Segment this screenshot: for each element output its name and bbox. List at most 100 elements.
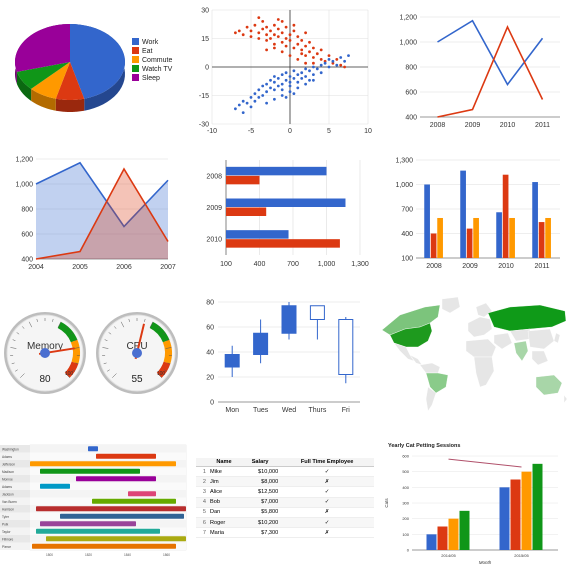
table-header-name[interactable]: Name xyxy=(208,458,240,467)
table-row[interactable]: 1 Mike $10,000 ✓ xyxy=(196,466,374,478)
table-header-row: Name Salary Full Time Employee xyxy=(196,458,374,467)
table-cell: 1 xyxy=(196,466,208,478)
hbar-xtick: 700 xyxy=(287,261,299,268)
gauge-tick xyxy=(12,339,16,341)
vbar-ytick: 400 xyxy=(401,231,413,238)
scatter-point-series-0 xyxy=(327,54,331,57)
gauge-chart: Memory 100 80 CPU 100 55 xyxy=(4,312,178,394)
pie-slice-side-commute xyxy=(31,88,56,111)
scatter-point-series-1 xyxy=(284,78,288,82)
scatter-point-series-0 xyxy=(284,44,288,48)
gauge-tick xyxy=(149,321,154,328)
scatter-point-series-0 xyxy=(245,25,249,29)
scatter-point-series-1 xyxy=(288,80,292,84)
scatter-point-series-1 xyxy=(296,86,300,90)
candle-body xyxy=(224,354,240,368)
candle-xtick: Mon xyxy=(225,407,239,414)
gantt-bar xyxy=(40,521,136,527)
gauge-tick xyxy=(164,369,167,372)
map-region-japan xyxy=(553,332,561,344)
timeline-chart-panel: Washington Adams Jefferson Madison Monroe Ada… xyxy=(0,444,187,557)
scatter-xtick: -10 xyxy=(207,128,217,135)
candle-xtick: Thurs xyxy=(308,407,326,414)
combo-ytick: 400 xyxy=(402,485,409,490)
pie-slice-work xyxy=(70,24,125,99)
gantt-row-bg xyxy=(30,490,186,498)
table-row[interactable]: 2 Jim $8,000 ✗ xyxy=(196,476,374,488)
scatter-ytick: 30 xyxy=(201,8,209,15)
scatter-point-series-1 xyxy=(261,94,265,97)
gantt-row-label-bg xyxy=(0,482,30,490)
pie-slice-commute xyxy=(31,62,70,99)
line-series-0 xyxy=(437,19,544,86)
legend-swatch-eat xyxy=(132,47,139,54)
hbar-bar-series-1 xyxy=(226,175,260,185)
combo-ytick: 500 xyxy=(402,469,409,474)
gauge-hub xyxy=(40,348,50,358)
table-cell: Dan xyxy=(208,507,240,518)
table-header-index xyxy=(196,458,208,467)
hbar-category-label: 2009 xyxy=(206,205,222,212)
gantt-row-label: Jefferson xyxy=(2,462,15,466)
gantt-row-label-bg xyxy=(0,512,30,520)
scatter-point-series-1 xyxy=(261,84,265,88)
gantt-row-label: Monroe xyxy=(2,477,13,481)
scatter-point-series-0 xyxy=(269,29,272,33)
gantt-row-label-bg xyxy=(0,542,30,550)
gantt-bar xyxy=(96,453,156,459)
map-region-new-zealand xyxy=(563,394,568,404)
scatter-point-series-1 xyxy=(273,97,276,101)
map-region-greenland xyxy=(441,296,461,314)
scatter-point-series-1 xyxy=(273,75,276,78)
area-ytick: 400 xyxy=(21,257,33,264)
scatter-point-series-0 xyxy=(312,46,315,50)
table-cell: 6 xyxy=(196,517,208,529)
gauge-tick xyxy=(166,339,170,341)
table-header-fulltime[interactable]: Full Time Employee xyxy=(280,458,374,467)
gantt-bar xyxy=(60,513,184,519)
table-row[interactable]: 3 Alice $12,500 ✓ xyxy=(196,486,374,498)
gantt-xtick: 1820 xyxy=(85,553,92,557)
scatter-point-series-1 xyxy=(257,96,261,99)
gauge-red-band xyxy=(64,361,79,378)
table-cell: ✓ xyxy=(280,497,374,508)
scatter-point-series-0 xyxy=(280,50,284,54)
scatter-point-series-1 xyxy=(253,92,257,95)
scatter-point-series-0 xyxy=(319,58,323,61)
scatter-point-series-0 xyxy=(292,46,296,50)
scatter-point-series-1 xyxy=(312,73,315,76)
scatter-point-series-1 xyxy=(292,92,296,95)
table-row[interactable]: 6 Roger $10,200 ✓ xyxy=(196,517,374,529)
scatter-ytick: 0 xyxy=(205,65,209,72)
scatter-point-series-1 xyxy=(327,65,331,69)
table-cell: ✗ xyxy=(280,476,374,488)
hbar-bar-series-1 xyxy=(226,239,340,248)
scatter-point-series-1 xyxy=(280,88,284,92)
area-ytick: 1,000 xyxy=(15,182,33,189)
scatter-point-series-1 xyxy=(265,101,268,105)
scatter-point-series-0 xyxy=(284,37,288,40)
scatter-point-series-0 xyxy=(288,54,292,57)
scatter-point-series-0 xyxy=(319,48,323,52)
hbar-bar-series-0 xyxy=(226,166,327,176)
table-row[interactable]: 5 Dan $5,800 ✗ xyxy=(196,507,374,518)
line-ytick: 400 xyxy=(405,115,417,122)
scatter-point-series-1 xyxy=(292,69,296,73)
candle-body xyxy=(338,319,354,375)
area-ytick: 1,200 xyxy=(15,157,33,164)
table-header-salary[interactable]: Salary xyxy=(239,458,281,467)
gantt-row-label: Polk xyxy=(2,522,9,526)
legend-label-sleep: Sleep xyxy=(142,75,160,82)
gauge-tick xyxy=(128,318,130,322)
table-row[interactable]: 4 Bob $7,000 ✓ xyxy=(196,497,374,508)
scatter-point-series-0 xyxy=(308,40,311,44)
table-cell: 7 xyxy=(196,527,208,539)
employee-table: Name Salary Full Time Employee 1 Mike $10,… xyxy=(196,458,374,539)
gauge-tick xyxy=(75,362,79,365)
candle-xtick: Fri xyxy=(342,407,351,414)
table-row[interactable]: 7 Maria $7,300 ✗ xyxy=(196,527,374,539)
scatter-point-series-0 xyxy=(288,39,292,42)
scatter-chart-panel: 30 15 0 -15 -30-10 -5 0 5 10 xyxy=(199,8,372,136)
scatter-point-series-1 xyxy=(296,80,300,84)
scatter-point-series-0 xyxy=(300,39,304,42)
